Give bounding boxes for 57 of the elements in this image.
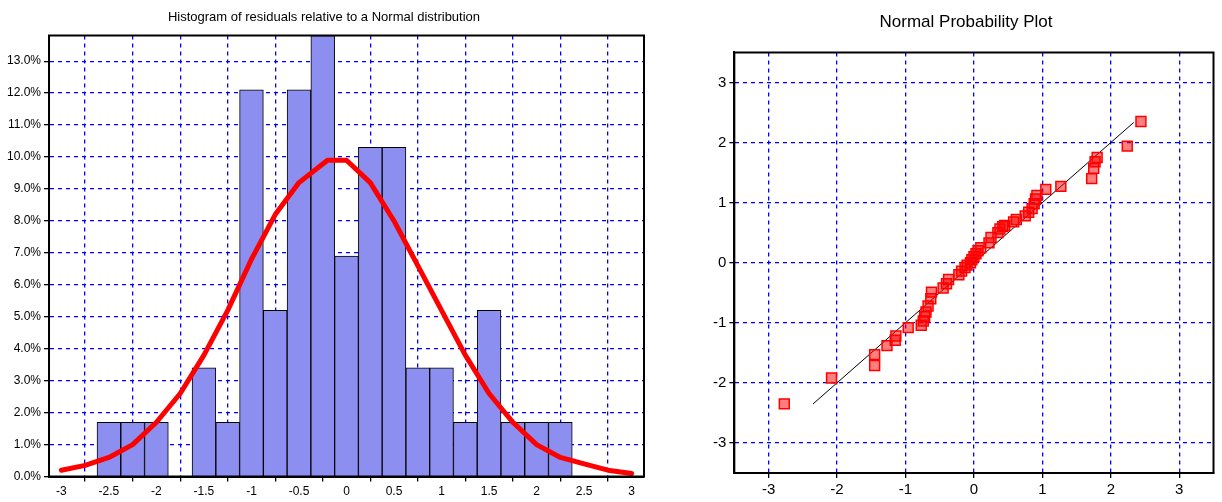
point [1135, 115, 1147, 128]
point [1055, 180, 1067, 193]
y-tick-label: 1 [717, 192, 727, 210]
x-tick-label: -2.5 [98, 484, 120, 499]
x-tick-label: -0.5 [288, 484, 310, 499]
y-tick-label: 11.0% [7, 117, 42, 132]
point [868, 348, 881, 361]
y-tick-label: 3 [717, 72, 727, 90]
point [1121, 140, 1133, 152]
y-tick-label: 4.0% [13, 341, 42, 356]
y-tick-label: 1.0% [13, 436, 42, 451]
x-tick-label: -2 [151, 484, 163, 499]
y-tick-label: -2 [712, 373, 727, 391]
x-tick-label: -1 [246, 484, 258, 499]
y-tick-label: -1 [712, 312, 727, 330]
x-tick-label: 2.5 [575, 484, 593, 499]
point [1091, 151, 1103, 164]
y-tick-label: 5.0% [13, 309, 42, 324]
point [825, 372, 838, 384]
y-tick-label: 10.0% [6, 149, 42, 164]
point [942, 273, 955, 286]
y-tick-label: 0.0% [13, 468, 42, 483]
x-tick-label: 1.5 [480, 484, 498, 499]
y-tick-label: 9.0% [13, 181, 42, 196]
x-tick-label: 0.5 [385, 484, 403, 499]
x-tick-label: 1 [438, 484, 446, 499]
x-tick-label: 0 [969, 480, 979, 498]
y-tick-label: 2 [717, 132, 727, 150]
y-tick-label: 2.0% [13, 405, 42, 419]
y-tick-label: -3 [712, 433, 727, 451]
chart-title: Histogram of residuals relative to a Normal distribution [167, 9, 481, 25]
x-tick-label: 3 [628, 484, 636, 499]
point [1031, 189, 1043, 202]
y-tick-label: 0 [717, 252, 727, 270]
point [1040, 183, 1052, 196]
x-tick-label: 0 [343, 484, 351, 499]
y-tick-label: 13.0% [6, 53, 42, 68]
point [925, 286, 938, 298]
y-tick-label: 7.0% [13, 245, 42, 260]
x-tick-label: -2 [830, 480, 844, 498]
x-tick-label: 2 [1106, 480, 1115, 498]
y-tick-label: 6.0% [13, 277, 42, 292]
chart-title: Normal Probability Plot [879, 11, 1053, 31]
x-tick-label: -3 [56, 484, 68, 499]
point [902, 321, 914, 334]
x-tick-label: -3 [761, 480, 776, 498]
y-tick-label: 8.0% [13, 213, 42, 228]
point [778, 398, 791, 410]
y-tick-label: 3.0% [13, 373, 42, 388]
point [868, 359, 881, 372]
x-tick-label: 3 [1175, 480, 1184, 498]
x-tick-label: 1 [1038, 480, 1047, 498]
x-tick-label: -1.5 [193, 484, 215, 499]
x-tick-label: 2 [533, 484, 541, 499]
point [890, 330, 902, 342]
y-tick-label: 12.0% [6, 85, 42, 100]
x-tick-label: -1 [898, 480, 913, 498]
